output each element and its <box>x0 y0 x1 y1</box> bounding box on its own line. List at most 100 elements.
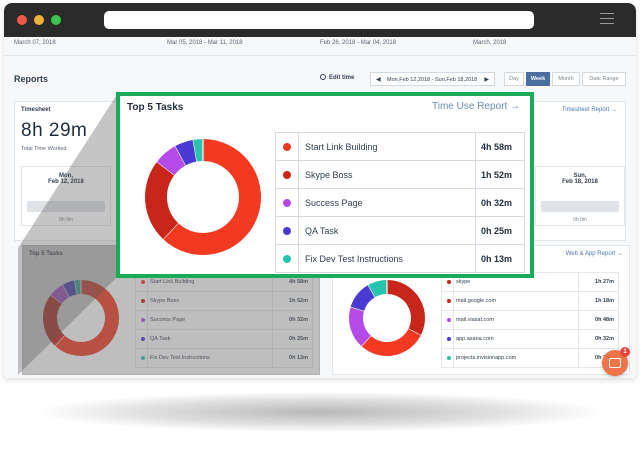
chat-icon <box>609 358 621 368</box>
column-divider <box>147 349 148 368</box>
column-divider <box>147 311 148 330</box>
column-divider <box>147 273 148 292</box>
color-dot <box>141 356 145 360</box>
column-divider <box>272 273 273 292</box>
view-month-button[interactable]: Month <box>552 72 580 86</box>
task-color-dot <box>283 227 291 235</box>
app-hours: 1h 18m <box>595 298 614 304</box>
column-divider <box>298 133 299 161</box>
task-hours: 0h 25m <box>481 226 513 236</box>
day-name: Sun, <box>573 173 587 179</box>
date-range-picker[interactable]: ◀ Mon,Feb 12,2018 - Sun,Feb 18,2018 ▶ <box>370 72 495 86</box>
task-row[interactable]: Start Link Building 4h 58m <box>276 133 524 161</box>
task-row[interactable]: Fix Dev Test Instructions 0h 13m <box>276 245 524 273</box>
task-donut-slice <box>193 139 204 162</box>
date-row: March 07, 2018 Mar 05, 2018 - Mar 11, 20… <box>4 40 636 52</box>
task-name: QA Task <box>305 226 339 236</box>
task-row[interactable]: Skype Boss 1h 52m <box>276 161 524 189</box>
web-app-report-link[interactable]: Web & App Report → <box>565 251 623 257</box>
clock-icon <box>320 74 326 80</box>
time-use-report-link[interactable]: Time Use Report → <box>432 101 520 112</box>
color-dot <box>141 318 145 322</box>
date-label: Mar 05, 2018 - Mar 11, 2018 <box>167 40 243 46</box>
task-row[interactable]: Fix Dev Test Instructions 0h 13m <box>136 349 312 368</box>
column-divider <box>147 330 148 349</box>
task-row[interactable]: Success Page 0h 32m <box>276 189 524 217</box>
task-color-dot <box>283 199 291 207</box>
column-divider <box>453 311 454 330</box>
chevron-left-icon[interactable]: ◀ <box>376 77 381 83</box>
close-window-button[interactable] <box>17 15 27 25</box>
app-donut-slice <box>350 284 376 312</box>
chevron-right-icon[interactable]: ▶ <box>484 77 489 83</box>
browser-window: March 07, 2018 Mar 05, 2018 - Mar 11, 20… <box>4 3 636 378</box>
timesheet-report-link[interactable]: Timesheet Report → <box>561 107 617 113</box>
app-donut-slice <box>368 280 388 298</box>
app-row[interactable]: mail.google.com 1h 18m <box>442 292 618 311</box>
column-divider <box>578 311 579 330</box>
task-hours: 0h 13m <box>289 355 308 361</box>
day-box: Sun, Feb 18, 2018 0h 0m <box>535 166 625 226</box>
total-time: 8h 29m <box>21 120 88 141</box>
app-row[interactable]: skype 1h 27m <box>442 273 618 292</box>
task-row[interactable]: Skype Boss 1h 52m <box>136 292 312 311</box>
task-hours: 0h 32m <box>481 198 513 208</box>
color-dot <box>447 299 451 303</box>
donut-separator <box>350 306 365 312</box>
column-divider <box>272 311 273 330</box>
column-divider <box>272 330 273 349</box>
task-donut-slice <box>54 280 119 356</box>
app-name: skype <box>456 279 471 285</box>
top-tasks-title-small: Top 5 Tasks <box>29 251 63 257</box>
column-divider <box>578 330 579 349</box>
date-range-value: Mon,Feb 12,2018 - Sun,Feb 18,2018 <box>387 77 478 83</box>
day-bar <box>27 201 105 212</box>
task-color-dot <box>283 143 291 151</box>
app-hours: 1h 27m <box>595 279 614 285</box>
color-dot <box>141 337 145 341</box>
app-row[interactable]: mail.viasat.com 0h 48m <box>442 311 618 330</box>
column-divider <box>475 161 476 189</box>
address-bar[interactable] <box>104 11 534 29</box>
app-row[interactable]: app.asana.com 0h 32m <box>442 330 618 349</box>
column-divider <box>578 273 579 292</box>
column-divider <box>272 292 273 311</box>
task-donut-slice <box>163 139 261 255</box>
minimize-window-button[interactable] <box>34 15 44 25</box>
page-title: Reports <box>14 74 49 84</box>
task-row[interactable]: QA Task 0h 25m <box>136 330 312 349</box>
task-donut-slice <box>156 146 187 176</box>
column-divider <box>475 217 476 245</box>
task-row[interactable]: QA Task 0h 25m <box>276 217 524 245</box>
edit-time-button[interactable]: Edit time <box>320 74 354 81</box>
donut-separator <box>367 284 376 298</box>
column-divider <box>272 349 273 368</box>
maximize-window-button[interactable] <box>51 15 61 25</box>
day-hours: 0h 0m <box>59 217 73 223</box>
task-hours: 1h 52m <box>289 298 308 304</box>
task-hours: 0h 32m <box>289 317 308 323</box>
view-week-button[interactable]: Week <box>526 72 550 86</box>
browser-titlebar <box>4 3 636 37</box>
color-dot <box>141 299 145 303</box>
chat-widget-button[interactable]: 1 <box>602 347 630 376</box>
day-hours: 0h 0m <box>573 217 587 223</box>
menu-icon[interactable] <box>600 13 614 27</box>
task-name: Start Link Building <box>305 142 378 152</box>
task-name: Success Page <box>305 198 363 208</box>
view-date-range-button[interactable]: Date Range <box>582 72 626 86</box>
task-color-dot <box>283 171 291 179</box>
task-hours: 0h 13m <box>481 254 513 264</box>
date-label: March, 2018 <box>473 40 507 46</box>
date-label: Feb 26, 2018 - Mar 04, 2018 <box>320 40 397 46</box>
view-day-button[interactable]: Day <box>504 72 524 86</box>
web-app-table: skype 1h 27m mail.google.com 1h 18m mail.via… <box>441 272 619 368</box>
task-row[interactable]: Start Link Building 4h 58m <box>136 273 312 292</box>
day-name: Mon, <box>59 173 73 179</box>
task-donut-slice <box>145 161 179 240</box>
app-donut-slice <box>361 328 421 356</box>
column-divider <box>475 245 476 273</box>
task-row[interactable]: Success Page 0h 32m <box>136 311 312 330</box>
